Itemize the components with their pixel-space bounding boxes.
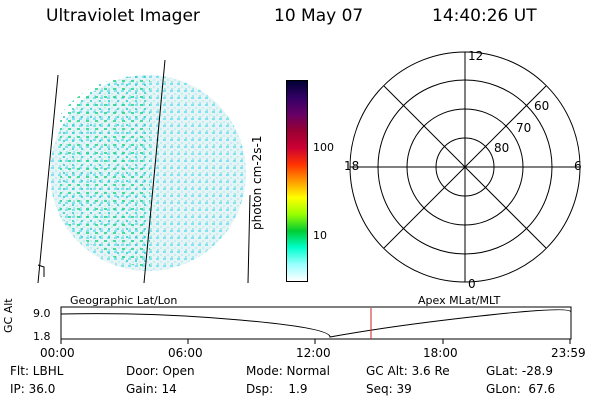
timeline-ytick-top: 9.0	[33, 307, 51, 320]
meridian-line	[143, 59, 166, 284]
meridian-line	[247, 194, 251, 284]
info-dsp: Dsp: 1.9	[246, 382, 308, 396]
timeline-right-title: Apex MLat/MLT	[418, 294, 501, 307]
timeline-frame	[60, 306, 572, 340]
polar-plot: 12 18 6 0 60 70 80	[344, 49, 582, 290]
info-seq: Seq: 39	[366, 382, 412, 396]
lat-label-60: 60	[534, 99, 549, 113]
x-tick-1800: 18:00	[423, 346, 458, 360]
gc-alt-curve	[60, 309, 572, 338]
timeline-plot	[60, 306, 572, 344]
info-gain: Gain: 14	[126, 382, 177, 396]
mlt-label-0: 0	[468, 277, 476, 290]
info-ip: IP: 36.0	[10, 382, 56, 396]
mlt-label-18: 18	[344, 159, 359, 173]
info-gc-alt: GC Alt: 3.6 Re	[366, 364, 450, 378]
info-mode: Mode: Normal	[246, 364, 330, 378]
lat-label-70: 70	[516, 121, 531, 135]
info-glon: GLon: 67.6	[486, 382, 556, 396]
colorbar-tick-100: 100	[313, 141, 334, 154]
colorbar	[286, 80, 308, 282]
time-label: 14:40:26 UT	[432, 6, 537, 26]
info-door: Door: Open	[126, 364, 195, 378]
info-filter: Flt: LBHL	[10, 364, 64, 378]
timeline-left-title: Geographic Lat/Lon	[70, 294, 178, 307]
polar-diagonal	[383, 85, 547, 249]
uv-image-panel	[37, 59, 251, 284]
x-tick-1200: 12:00	[296, 346, 331, 360]
mlt-label-6: 6	[574, 159, 582, 173]
colorbar-tick-10: 10	[313, 229, 327, 242]
timeline-ylabel: GC Alt	[2, 298, 15, 333]
x-tick-0000: 00:00	[40, 346, 75, 360]
meridian-line	[37, 74, 59, 284]
x-tick-0600: 06:00	[168, 346, 203, 360]
lat-label-80: 80	[494, 141, 509, 155]
x-tick-2359: 23:59	[551, 346, 586, 360]
colorbar-label: photon cm-2s-1	[250, 135, 264, 231]
app-title: Ultraviolet Imager	[46, 6, 200, 26]
date-label: 10 May 07	[274, 6, 364, 26]
mlt-label-12: 12	[468, 49, 483, 63]
info-glat: GLat: -28.9	[486, 364, 553, 378]
timeline-ytick-bottom: 1.8	[33, 330, 51, 343]
